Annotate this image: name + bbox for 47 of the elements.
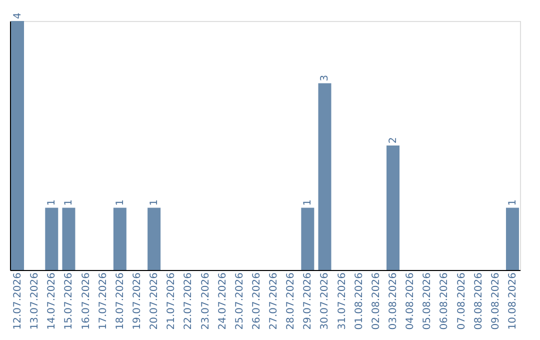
x-tick-label: 10.08.2026: [507, 272, 518, 330]
x-tick-label: 12.07.2026: [12, 272, 24, 330]
x-tick-label: 28.07.2026: [286, 272, 297, 330]
x-tick-label: 27.07.2026: [268, 272, 280, 330]
bar: [318, 83, 332, 270]
bar: [506, 208, 519, 270]
x-tick-label: 25.07.2026: [234, 272, 246, 330]
x-tick-label: 30.07.2026: [320, 272, 331, 330]
x-tick-label: 16.07.2026: [80, 272, 92, 330]
bar: [113, 208, 126, 270]
bar: [148, 208, 161, 270]
data-label: 3: [320, 74, 331, 82]
x-tick-label: 03.08.2026: [388, 272, 400, 330]
data-label: 1: [46, 199, 58, 206]
x-tick-label: 22.07.2026: [183, 272, 194, 330]
x-tick-label: 08.08.2026: [473, 272, 484, 330]
x-tick-label: 02.08.2026: [370, 272, 382, 330]
x-tick-label: 19.07.2026: [132, 272, 143, 330]
x-tick-label: 06.08.2026: [439, 272, 450, 330]
data-label: 1: [114, 199, 126, 206]
x-tick-label: 29.07.2026: [302, 272, 314, 330]
x-tick-label: 09.08.2026: [490, 272, 502, 330]
x-tick-label: 01.08.2026: [354, 272, 365, 330]
data-label: 2: [388, 137, 400, 144]
x-tick-label: 05.08.2026: [422, 272, 434, 330]
x-tick-label: 24.07.2026: [217, 272, 228, 330]
data-label: 4: [12, 12, 24, 19]
x-tick-label: 20.07.2026: [149, 272, 160, 330]
x-tick-label: 15.07.2026: [64, 272, 75, 330]
x-tick-label: 18.07.2026: [114, 272, 126, 330]
data-label: 1: [302, 199, 314, 206]
x-tick-label: 23.07.2026: [200, 272, 212, 330]
x-tick-label: 14.07.2026: [46, 272, 58, 330]
x-tick-label: 21.07.2026: [166, 272, 178, 330]
bar: [386, 146, 400, 270]
data-label: 1: [507, 199, 518, 206]
data-label: 1: [64, 199, 75, 206]
bar: [301, 208, 314, 270]
x-tick-label: 26.07.2026: [251, 272, 262, 330]
x-tick-label: 07.08.2026: [456, 272, 468, 330]
data-label: 1: [149, 199, 160, 206]
bar: [45, 208, 58, 270]
x-tick-label: 17.07.2026: [98, 272, 109, 330]
bar: [62, 208, 76, 270]
x-tick-label: 04.08.2026: [405, 272, 416, 330]
x-tick-label: 13.07.2026: [30, 272, 41, 330]
x-tick-label: 31.07.2026: [336, 272, 348, 330]
